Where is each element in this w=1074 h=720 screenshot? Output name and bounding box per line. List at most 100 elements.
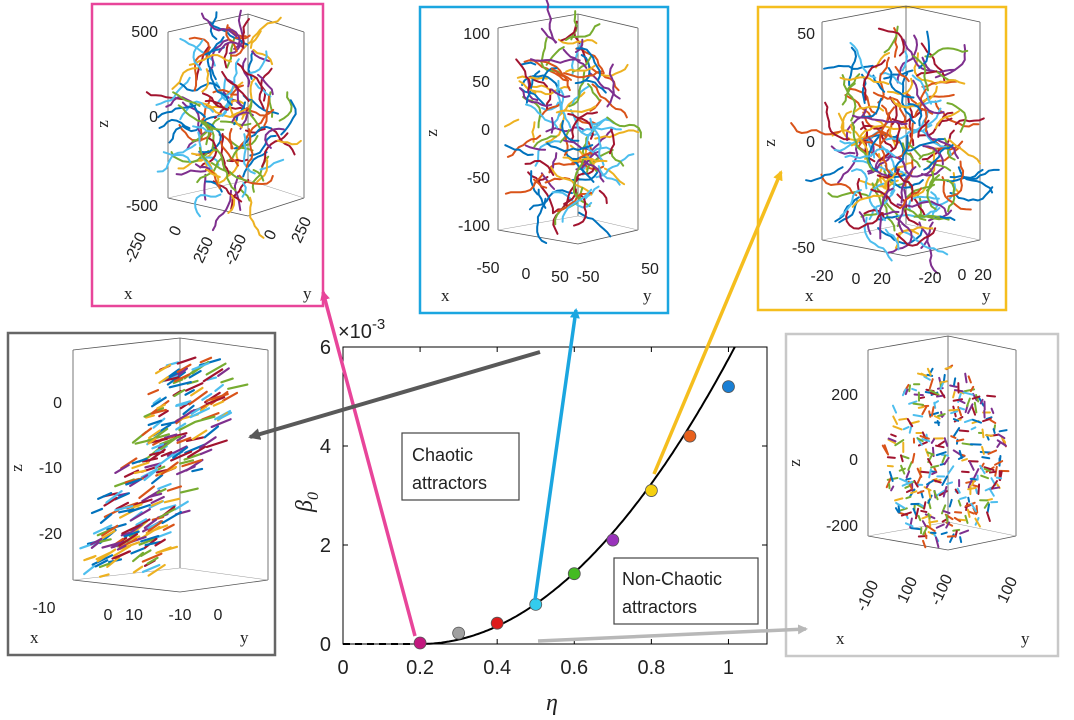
yellow-x-tick-2: 20	[873, 271, 891, 288]
inset-plot-lightgray	[867, 335, 1017, 551]
inset-plot-darkgray	[72, 337, 269, 593]
x-tick-label: 0.4	[483, 657, 511, 679]
pink-z-tick-mid: 0	[149, 109, 158, 126]
darkgray-y-tick-1: 0	[214, 607, 223, 624]
yellow-x-tick-0: -20	[810, 268, 833, 285]
data-point	[722, 380, 735, 394]
data-point	[567, 567, 581, 581]
inset-frame-pink	[90, 2, 325, 308]
pink-x-tick-2: 250	[191, 234, 218, 265]
inset-plot-yellow	[790, 5, 1000, 275]
blue-z-tick-0: 100	[463, 26, 490, 43]
pink-z-label: z	[93, 120, 112, 128]
pink-z-tick-top: 500	[131, 24, 158, 41]
lightgray-y-tick-0: -100	[927, 572, 956, 608]
x-tick-label: 0.2	[406, 657, 434, 679]
x-tick-label: 1	[723, 657, 734, 679]
pink-y-label: y	[303, 284, 312, 303]
yellow-z-label: z	[760, 139, 779, 147]
darkgray-y-tick-0: -10	[168, 607, 191, 624]
x-tick-label: 0	[337, 657, 348, 679]
darkgray-z-label: z	[7, 464, 26, 472]
nonchaotic-line-1: Non-Chaotic	[622, 569, 722, 589]
yellow-y-tick-2: 20	[974, 267, 992, 284]
pink-y-tick-1: 0	[261, 227, 280, 242]
darkgray-x-tick-2: 10	[125, 607, 143, 624]
y-tick-label: 0	[320, 634, 331, 656]
blue-x-tick-1: 0	[522, 266, 531, 283]
blue-z-tick-3: -50	[467, 170, 490, 187]
darkgray-x-label: x	[30, 628, 39, 647]
main-chart: 0 0.2 0.4 0.6 0.8 1 0 2 4 6	[320, 337, 768, 679]
pink-x-tick-0: -250	[121, 230, 150, 266]
x-axis-label: η	[546, 690, 558, 716]
lightgray-z-label: z	[785, 459, 804, 467]
darkgray-x-tick-0: -10	[32, 600, 55, 617]
lightgray-x-tick-1: 100	[895, 574, 922, 605]
inset-frame-lightgray	[784, 332, 1060, 658]
yellow-y-label: y	[982, 286, 991, 305]
blue-x-label: x	[441, 286, 450, 305]
yellow-z-tick-1: 0	[806, 134, 815, 151]
data-point	[606, 533, 620, 547]
blue-y-tick-1: 50	[641, 261, 659, 278]
blue-z-tick-4: -100	[458, 218, 490, 235]
arrow-to-lightgray	[537, 624, 808, 643]
data-point	[490, 616, 504, 630]
chaotic-line-1: Chaotic	[412, 445, 473, 465]
blue-x-tick-2: 50	[551, 269, 569, 286]
inset-frame-darkgray	[6, 331, 277, 657]
inset-plot-pink	[145, 9, 305, 239]
darkgray-x-tick-1: 0	[104, 607, 113, 624]
chaotic-line-2: attractors	[412, 473, 487, 493]
yellow-x-label: x	[805, 286, 814, 305]
lightgray-y-label: y	[1021, 629, 1030, 648]
y-tick-label: 2	[320, 535, 331, 557]
data-point	[413, 636, 427, 650]
y-tick-label: 6	[320, 337, 331, 359]
yellow-z-tick-0: 50	[797, 26, 815, 43]
yellow-y-tick-0: -20	[918, 270, 941, 287]
blue-y-label: y	[643, 286, 652, 305]
darkgray-z-tick-0: 0	[53, 395, 62, 412]
inset-frame-blue	[418, 5, 670, 315]
x-tick-label: 0.8	[637, 657, 665, 679]
y-multiplier: ×10-3	[338, 316, 385, 343]
pink-y-tick-2: 250	[289, 214, 316, 245]
pink-y-tick-0: -250	[221, 232, 250, 268]
blue-z-tick-1: 50	[472, 74, 490, 91]
lightgray-z-tick-1: 0	[849, 452, 858, 469]
y-axis-label: β0	[292, 492, 322, 513]
arrow-to-yellow	[652, 170, 783, 475]
pink-x-tick-1: 0	[166, 223, 185, 238]
data-point	[683, 429, 697, 443]
lightgray-z-tick-0: 200	[831, 387, 858, 404]
blue-z-label: z	[422, 129, 441, 137]
data-point	[529, 598, 543, 611]
inset-frame-yellow	[756, 5, 1008, 312]
inset-plot-blue	[497, 0, 642, 245]
yellow-y-tick-1: 0	[958, 267, 967, 284]
lightgray-y-tick-1: 100	[995, 574, 1022, 605]
pink-z-tick-bot: -500	[126, 198, 158, 215]
nonchaotic-line-2: attractors	[622, 597, 697, 617]
darkgray-z-tick-1: -10	[39, 460, 62, 477]
lightgray-x-label: x	[836, 629, 845, 648]
darkgray-y-label: y	[240, 628, 249, 647]
lightgray-x-tick-0: -100	[853, 578, 882, 614]
blue-x-tick-0: -50	[476, 260, 499, 277]
chaotic-annotation: Chaotic attractors	[401, 432, 520, 501]
yellow-z-tick-2: -50	[792, 240, 815, 257]
arrow-to-pink	[320, 290, 417, 637]
x-tick-label: 0.6	[560, 657, 588, 679]
pink-x-label: x	[124, 284, 133, 303]
data-point	[644, 484, 658, 497]
arrow-to-darkgray	[248, 350, 541, 440]
darkgray-z-tick-2: -20	[39, 526, 62, 543]
arrow-to-blue	[533, 308, 580, 601]
yellow-x-tick-1: 0	[852, 271, 861, 288]
blue-y-tick-0: -50	[576, 269, 599, 286]
blue-z-tick-2: 0	[481, 122, 490, 139]
non-chaotic-annotation: Non-Chaotic attractors	[613, 557, 759, 625]
